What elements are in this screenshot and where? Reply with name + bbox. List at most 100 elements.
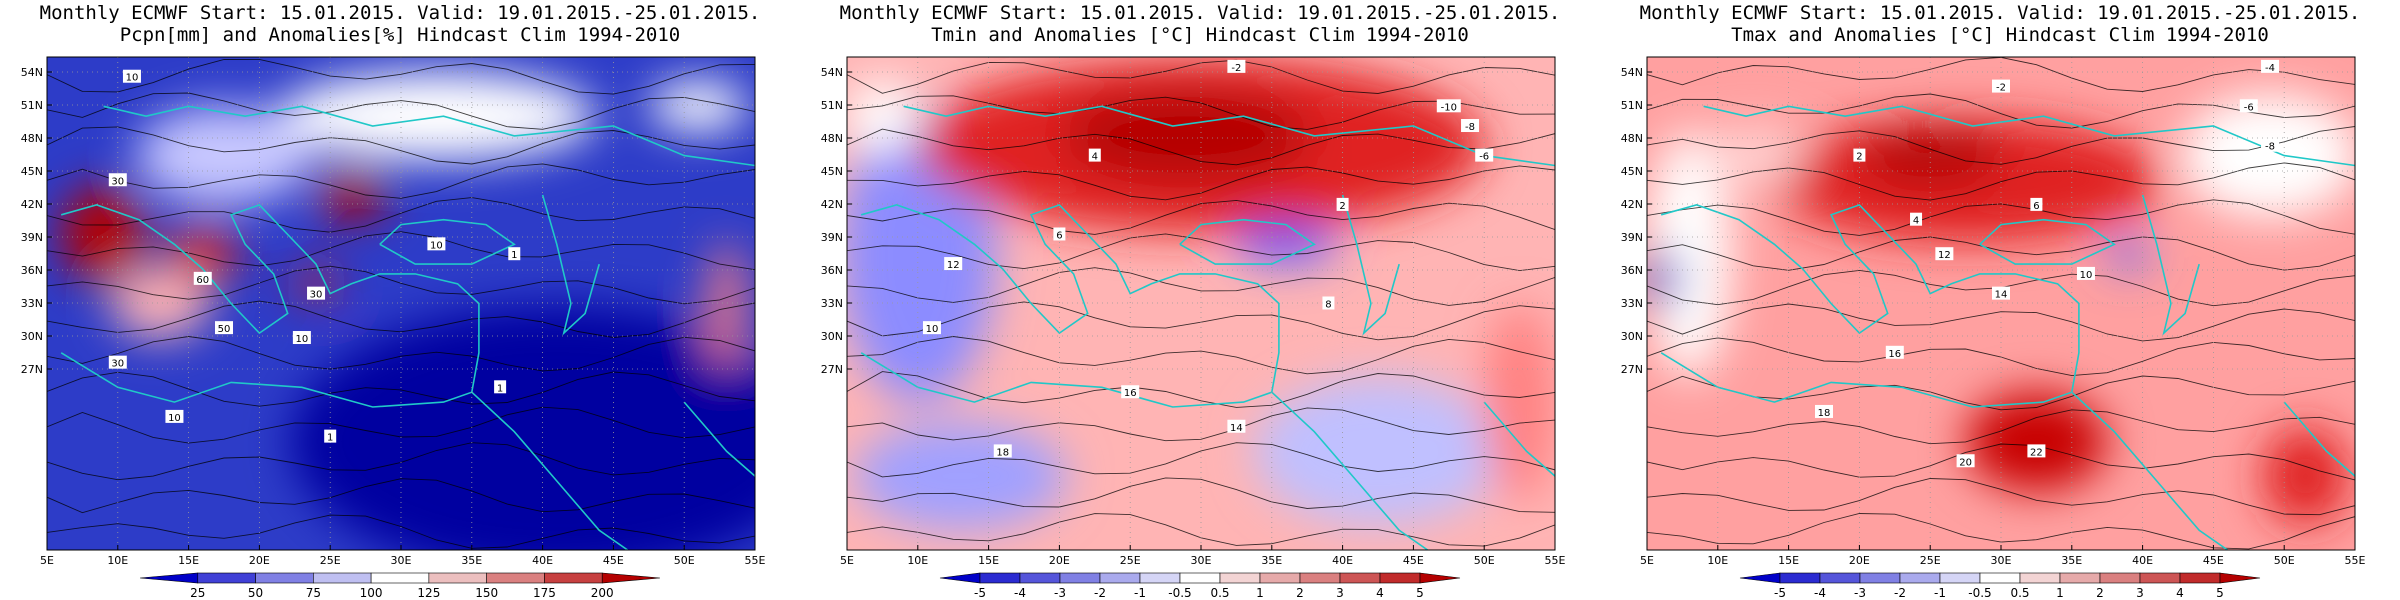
longitude-tick-label: 20E xyxy=(1049,554,1070,567)
colorbar-segment xyxy=(1419,572,1461,584)
contour-label: -10 xyxy=(1436,99,1461,113)
longitude-tick-label: 40E xyxy=(532,554,553,567)
longitude-tick-label: 5E xyxy=(1640,554,1654,567)
colorbar-segment xyxy=(1379,572,1421,584)
precip-map: 10 30 50 60 1 10 30 10 1 1 10 30 54N 51N 48N 45N 42N 39N 3… xyxy=(21,56,766,600)
colorbar-label: 75 xyxy=(306,586,321,600)
contour-label: -6 xyxy=(1475,148,1494,163)
svg-text:10: 10 xyxy=(168,413,181,424)
latitude-tick-label: 54N xyxy=(21,66,43,79)
contour-label: -4 xyxy=(2261,59,2280,74)
longitude-tick-label: 15E xyxy=(178,554,199,567)
colorbar-label: 25 xyxy=(190,586,205,600)
colorbar-segment xyxy=(1939,572,1981,584)
contour-label: 10 xyxy=(2076,266,2095,281)
svg-text:1: 1 xyxy=(511,250,517,261)
colorbar-label: -1 xyxy=(1134,586,1146,600)
svg-text:16: 16 xyxy=(1888,349,1901,360)
latitude-tick-label: 33N xyxy=(21,297,43,310)
svg-text:-4: -4 xyxy=(2265,63,2275,74)
colorbar-segment xyxy=(1819,572,1861,584)
colorbar-segment xyxy=(1299,572,1341,584)
contour-label: 16 xyxy=(1885,345,1904,360)
colorbar-label: -0.5 xyxy=(1968,586,1991,600)
latitude-tick-label: 39N xyxy=(1621,231,1643,244)
anomaly-field xyxy=(47,57,755,550)
svg-text:8: 8 xyxy=(1325,300,1331,311)
latitude-tick-label: 42N xyxy=(21,198,43,211)
colorbar-segment xyxy=(601,572,661,584)
colorbar-segment xyxy=(2179,572,2221,584)
colorbar-label: -5 xyxy=(1774,586,1786,600)
contour-label: 1 xyxy=(494,380,507,394)
contour-label: 18 xyxy=(993,444,1012,458)
latitude-tick-label: 45N xyxy=(21,165,43,178)
colorbar-segment xyxy=(1099,572,1141,584)
colorbar-label: -4 xyxy=(1814,586,1826,600)
panel-tmin: Monthly ECMWF Start: 15.01.2015. Valid: … xyxy=(800,0,1600,600)
colorbar-segment xyxy=(255,572,314,584)
latitude-tick-label: 27N xyxy=(21,363,43,376)
latitude-tick-label: 27N xyxy=(1621,363,1643,376)
colorbar: -5 -4 -3 -2 -1 -0.5 0.5 1 2 3 4 5 xyxy=(1739,572,2261,600)
svg-text:12: 12 xyxy=(947,260,960,271)
svg-text:-10: -10 xyxy=(1441,102,1457,113)
colorbar-label: 0.5 xyxy=(2010,586,2029,600)
colorbar-label: 200 xyxy=(591,586,614,600)
colorbar-segment xyxy=(979,572,1021,584)
longitude-tick-label: 5E xyxy=(40,554,54,567)
colorbar-segment xyxy=(486,572,545,584)
longitude-tick-label: 30E xyxy=(1991,554,2012,567)
coastlines xyxy=(60,105,755,550)
contour-label: 60 xyxy=(193,271,212,286)
contour-label: 8 xyxy=(1322,296,1335,311)
colorbar-segment xyxy=(2219,572,2261,584)
colorbar-label: 0.5 xyxy=(1210,586,1229,600)
svg-text:10: 10 xyxy=(126,73,139,84)
longitude-tick-label: 25E xyxy=(1120,554,1141,567)
svg-text:6: 6 xyxy=(2033,201,2039,212)
colorbar-label: 50 xyxy=(248,586,263,600)
latitude-tick-label: 36N xyxy=(21,264,43,277)
tmin-map: -2-10-8-62612101614841854N51N48N45N42N39… xyxy=(821,56,1566,600)
longitude-tick-label: 50E xyxy=(1474,554,1495,567)
contour-label: 1 xyxy=(508,247,521,261)
longitude-tick-label: 35E xyxy=(1261,554,1282,567)
contour-label: 1 xyxy=(324,429,337,444)
contour-label: 10 xyxy=(427,237,446,251)
panel-title-line2: Tmin and Anomalies [°C] Hindcast Clim 19… xyxy=(931,24,1469,46)
panel-tmax: Monthly ECMWF Start: 15.01.2015. Valid: … xyxy=(1600,0,2400,600)
contour-label: 10 xyxy=(165,409,184,424)
contour-label: -2 xyxy=(1227,59,1246,74)
anomaly-field xyxy=(1647,57,2355,550)
svg-text:-2: -2 xyxy=(1996,83,2006,94)
contour-label: 4 xyxy=(1088,148,1101,163)
longitude-tick-label: 10E xyxy=(907,554,928,567)
svg-text:20: 20 xyxy=(1959,457,1972,468)
latitude-tick-label: 30N xyxy=(1621,330,1643,343)
contour-label: 10 xyxy=(122,69,141,84)
panel-title-line1: Monthly ECMWF Start: 15.01.2015. Valid: … xyxy=(839,2,1561,24)
colorbar-label: 1 xyxy=(2056,586,2064,600)
contour-label: -6 xyxy=(2239,99,2258,113)
colorbar-label: 1 xyxy=(1256,586,1264,600)
svg-text:4: 4 xyxy=(1913,216,1919,227)
colorbar-label: -5 xyxy=(974,586,986,600)
contour-label: -8 xyxy=(2261,138,2280,153)
colorbar-segment xyxy=(428,572,487,584)
longitude-tick-label: 10E xyxy=(1707,554,1728,567)
longitude-tick-label: 20E xyxy=(1849,554,1870,567)
colorbar-label: 3 xyxy=(2136,586,2144,600)
svg-text:10: 10 xyxy=(926,324,939,335)
contour-label: 2 xyxy=(1336,197,1349,212)
svg-text:-2: -2 xyxy=(1231,63,1241,74)
latitude-tick-label: 39N xyxy=(21,231,43,244)
latitude-tick-label: 36N xyxy=(821,264,843,277)
colorbar-segment xyxy=(1779,572,1821,584)
colorbar-segment xyxy=(544,572,603,584)
svg-text:30: 30 xyxy=(310,290,323,301)
colorbar-segment xyxy=(1059,572,1101,584)
contour-label: 30 xyxy=(108,173,127,187)
longitude-tick-label: 30E xyxy=(1191,554,1212,567)
panel-title-line2: Pcpn[mm] and Anomalies[%] Hindcast Clim … xyxy=(119,24,681,46)
